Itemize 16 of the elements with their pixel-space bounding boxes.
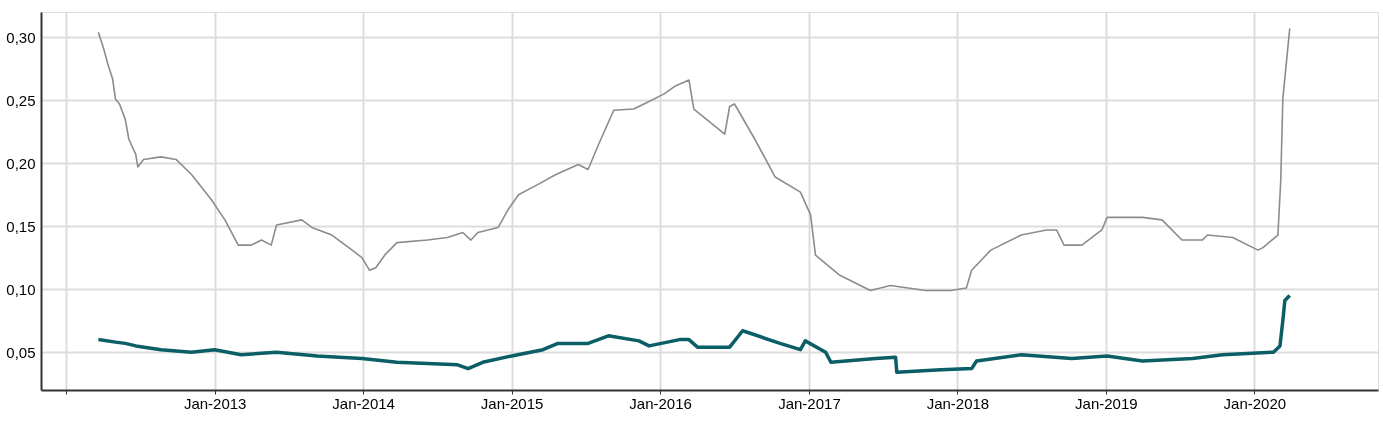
y-tick-label: 0,20 (6, 154, 36, 172)
x-tick-label: Jan-2018 (926, 394, 990, 412)
y-tick-label: 0,10 (6, 280, 36, 298)
x-tick-label: Jan-2019 (1075, 394, 1138, 412)
y-tick-label: 0,05 (6, 343, 36, 361)
x-tick-label: Jan-2013 (183, 394, 247, 412)
x-tick-label: Jan-2017 (778, 394, 841, 412)
x-tick-label: Jan-2014 (332, 394, 395, 412)
y-tick-label: 0,30 (6, 28, 36, 46)
line-series (96, 293, 1292, 375)
line-series (97, 27, 1291, 292)
y-tick-label: 0,25 (6, 91, 36, 109)
y-tick-label: 0,15 (6, 217, 36, 235)
x-tick-label: Jan-2015 (480, 394, 544, 412)
x-tick-label: Jan-2016 (629, 394, 692, 412)
x-tick-label: Jan-2020 (1223, 394, 1287, 412)
